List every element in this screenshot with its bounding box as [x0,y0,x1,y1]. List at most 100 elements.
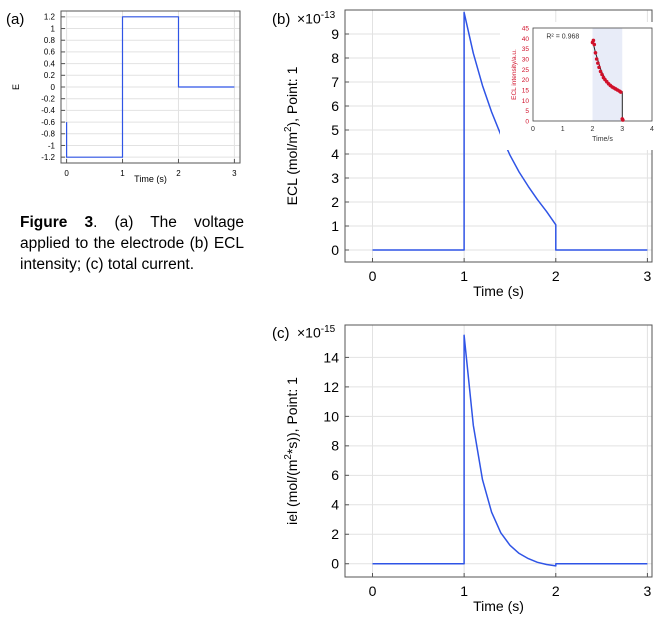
inset-data-point [594,57,599,61]
inset-ytick-label: 0 [525,119,529,126]
inset-ytick-label: 20 [522,77,530,84]
chart-b-ytick-label: 0 [331,242,339,258]
chart-a-ytick-label: 0.4 [44,59,56,68]
chart-a-ytick-label: -0.6 [41,118,55,127]
chart-a-xtick-label: 1 [120,169,125,178]
chart-b-ylabel-part: ECL (mol/m [284,132,300,205]
panel-b-label: (b) [272,11,291,28]
panel-b-scale-exp: -13 [320,10,336,21]
chart-a-series-line [65,16,235,158]
chart-b-ytick-label: 2 [331,194,339,210]
caption-text: . (a) The voltage applied to the electro… [20,214,244,273]
panel-c-scale-base: ×10 [297,324,321,341]
chart-b-xtick-label: 3 [644,268,652,284]
chart-c-ytick-label: 8 [331,438,339,454]
chart-c-frame [344,324,653,578]
chart-b-ytick-label: 1 [331,218,339,234]
chart-b-xtick-label: 2 [552,268,560,284]
chart-b-ylabel-sup: 2 [283,127,294,132]
chart-c-ylabel-part: iel (mol/(m [284,460,300,525]
inset-ytick-label: 30 [522,57,530,64]
chart-a-ytick-label: 1 [51,24,56,33]
panel-b-scale-base: ×10 [297,10,321,27]
inset-shaded-region [592,28,623,121]
inset-ytick-label: 40 [522,36,530,43]
inset-data-point [600,72,604,77]
chart-a-ytick-label: -0.2 [41,94,55,103]
chart-a-ytick-label: 0.2 [44,71,56,80]
chart-c-ytick-label: 14 [323,349,339,365]
chart-c-ytick-label: 2 [331,526,339,542]
chart-a-ylabel: E [11,84,21,90]
chart-c-ytick-label: 12 [323,379,339,395]
inset-ytick-label: 45 [522,26,530,33]
chart-a-xlabel: Time (s) [134,174,167,184]
inset-data-point [598,69,603,74]
inset-data-point [621,118,625,122]
chart-a-ytick-label: 0.8 [44,36,56,45]
inset-data-point [591,38,596,43]
inset-data-point [618,90,623,94]
chart-b-ytick-label: 5 [331,122,339,138]
chart-c-xtick-label: 2 [552,583,560,599]
chart-a-ytick-label: -0.8 [41,130,55,139]
chart-c-ylabel-sup: 2 [283,454,294,459]
chart-c-ytick-label: 10 [323,408,339,424]
inset-ytick-label: 35 [522,46,530,53]
chart-b-ytick-label: 7 [331,74,339,90]
inset-ytick-label: 25 [522,67,530,74]
chart-c-ylabel: iel (mol/(m2*s)), Point: 1 [283,377,300,525]
chart-a-xtick-label: 2 [176,169,181,178]
chart-b-xtick-label: 1 [460,268,468,284]
inset-data-point [593,51,598,55]
chart-b-ytick-label: 6 [331,98,339,114]
inset-background [500,22,655,150]
caption-figure-number: Figure 3 [20,214,94,231]
inset-xtick-label: 2 [591,126,595,133]
chart-c-ytick-label: 6 [331,467,339,483]
inset-annotation: R² = 0.968 [546,33,579,40]
inset-data-point [597,65,601,70]
chart-a-ytick-label: -0.4 [41,106,55,115]
chart-b-xtick-label: 0 [369,268,377,284]
chart-a-ytick-label: 0.6 [44,48,56,57]
chart-c-ytick-label: 0 [331,556,339,572]
chart-b-ytick-label: 3 [331,170,339,186]
inset-ytick-label: 5 [525,108,529,115]
panel-c-label: (c) [272,325,290,342]
inset-xtick-label: 3 [620,126,624,133]
inset-frame [532,27,653,122]
chart-c-xtick-label: 0 [369,583,377,599]
chart-a-xtick-label: 3 [232,169,237,178]
chart-a-ytick-label: -1 [48,141,56,150]
panel-c-scale: ×10-15 [297,324,335,341]
chart-b-series-line [372,11,648,251]
panel-a-label: (a) [6,11,25,28]
inset-xtick-label: 0 [531,126,535,133]
chart-c-ytick-label: 4 [331,497,339,513]
panel-c-scale-exp: -15 [320,324,336,335]
inset-xlabel: Time/s [592,136,613,143]
chart-c-xlabel: Time (s) [473,598,524,614]
chart-a-xtick-label: 0 [64,169,69,178]
chart-a-ytick-label: -1.2 [41,153,55,162]
chart-b-ytick-label: 9 [331,26,339,42]
figure-caption: Figure 3. (a) The voltage applied to the… [20,212,244,275]
chart-c-series-line [372,334,648,567]
inset-data-point [596,61,600,65]
inset-ylabel: ECL intensity/a.u. [511,49,518,100]
chart-b-ylabel: ECL (mol/m2), Point: 1 [283,66,300,205]
panel-b-scale: ×10-13 [297,10,335,27]
inset-data-point [592,42,597,47]
chart-b-ytick-label: 8 [331,50,339,66]
chart-b-xlabel: Time (s) [473,283,524,299]
chart-a-ytick-label: 0 [51,83,56,92]
inset-xtick-label: 4 [650,126,654,133]
chart-a-ytick-label: 1.2 [44,13,56,22]
chart-b-ylabel-part: ), Point: 1 [284,66,300,126]
inset-ytick-label: 15 [522,88,530,95]
inset-ytick-label: 10 [522,98,530,105]
chart-c-xtick-label: 3 [644,583,652,599]
